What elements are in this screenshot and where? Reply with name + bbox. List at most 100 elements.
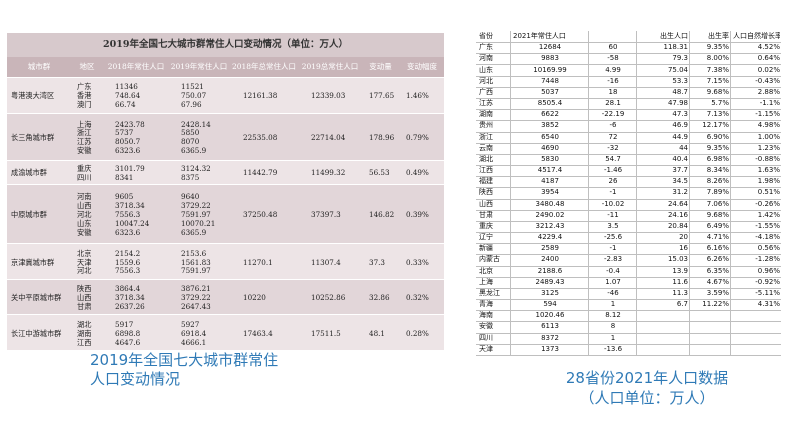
province-cell: 北京: [479, 266, 493, 275]
pop-2018: 1559.6: [115, 257, 141, 267]
cluster-name: 成渝城市群: [11, 168, 47, 178]
change-value: 178.96: [369, 132, 395, 142]
value-cell: 0.96%: [757, 266, 780, 275]
right-caption-line2: （人口单位：万人）: [579, 389, 715, 407]
value-cell: 11.22%: [702, 300, 729, 309]
value-cell: 6.16%: [706, 244, 729, 253]
province-cell: 天津: [479, 344, 493, 353]
value-cell: 13.9: [672, 266, 688, 275]
pop-2019: 11521: [181, 82, 204, 92]
table-row: 湖北 5830 54.7 40.4 6.98% -0.88%: [476, 154, 781, 167]
province-cell: 内蒙古: [479, 255, 500, 264]
pop-2018: 6323.6: [115, 146, 141, 156]
value-cell: 9.35%: [706, 43, 729, 52]
province-cell: 山东: [479, 65, 493, 74]
value-cell: -0.43%: [755, 76, 780, 85]
value-cell: 24.64: [667, 199, 688, 208]
value-cell: 1: [610, 300, 616, 309]
pop-2018: 4647.6: [115, 337, 141, 347]
value-cell: -1.46: [603, 166, 623, 175]
value-cell: 出生率: [708, 32, 729, 40]
table-row: 河南 9883 -58 79.3 8.00% 0.64%: [476, 53, 781, 66]
value-cell: 53.3: [672, 76, 688, 85]
region-name: 浙江: [77, 128, 92, 138]
value-cell: 1.98%: [757, 177, 780, 186]
pop-2018: 748.64: [115, 91, 141, 101]
value-cell: 12.17%: [702, 121, 729, 130]
value-cell: [733, 321, 780, 332]
table-row: 辽宁 4229.4 -25.6 20 4.71% -4.18%: [476, 232, 781, 245]
pop-2018: 6323.6: [115, 227, 141, 237]
province-cell: 四川: [479, 333, 493, 342]
region-name: 北京: [77, 248, 92, 258]
value-cell: 7448: [541, 76, 559, 85]
province-cell: 甘肃: [479, 210, 493, 219]
value-cell: 2589: [541, 244, 559, 253]
value-cell: 4.67%: [706, 277, 729, 286]
column-divider: [730, 31, 731, 355]
value-cell: 47.3: [672, 110, 688, 119]
table-row: 新疆 2589 -1 16 6.16% 0.56%: [476, 243, 781, 256]
value-cell: 37.7: [672, 166, 688, 175]
value-cell: -0.4: [606, 266, 620, 275]
region-name: 重庆: [77, 164, 92, 174]
table-row: 云南 4690 -32 44 9.35% 1.23%: [476, 143, 781, 155]
header-cell: 城市群: [27, 62, 51, 71]
region-name: 河北: [77, 210, 92, 220]
region-name: 陕西: [77, 284, 92, 294]
value-cell: [639, 310, 688, 321]
rate-value: 0.28%: [406, 328, 429, 338]
value-cell: -1.1%: [759, 99, 780, 108]
pop-2018: 3101.79: [115, 164, 145, 174]
pop-2019: 5850: [181, 128, 200, 138]
value-cell: 16: [679, 244, 688, 253]
rate-value: 0.49%: [406, 168, 429, 178]
value-cell: -11: [607, 210, 619, 219]
pop-2019: 5927: [181, 319, 200, 329]
rate-value: 0.39%: [406, 210, 429, 220]
change-value: 177.65: [369, 91, 395, 101]
value-cell: 4.52%: [757, 43, 780, 52]
value-cell: 2188.6: [537, 266, 563, 275]
pop-2018: 66.74: [115, 100, 136, 110]
value-cell: 1: [610, 333, 616, 342]
pop-2018: 9605: [115, 192, 134, 202]
total2019-value: 22714.04: [311, 132, 346, 142]
value-cell: 8505.4: [537, 99, 563, 108]
value-cell: 9.68%: [706, 87, 729, 96]
province-cell: 海南: [479, 311, 493, 320]
value-cell: [733, 344, 780, 355]
pop-2019: 7591.97: [181, 266, 211, 276]
value-cell: 7.89%: [706, 188, 729, 197]
value-cell: 8.00%: [706, 54, 729, 63]
region-name: 天津: [77, 257, 92, 267]
table-row: 江西 4517.4 -1.46 37.7 8.34% 1.63%: [476, 165, 781, 178]
change-value: 146.82: [369, 210, 395, 220]
value-cell: 2021年常住人口: [513, 32, 566, 40]
value-cell: 3212.43: [535, 221, 565, 230]
value-cell: 8.12: [605, 311, 621, 320]
cluster-name: 中原城市群: [11, 210, 47, 220]
right-caption: 28省份2021年人口数据 （人口单位：万人）: [527, 368, 767, 408]
value-cell: 出生人口: [660, 32, 688, 40]
pop-2019: 6365.9: [181, 146, 207, 156]
pop-2019: 8375: [181, 172, 200, 182]
pop-2018: 2154.2: [115, 248, 141, 258]
value-cell: -22.19: [601, 110, 625, 119]
province-cell: 黑龙江: [479, 288, 500, 297]
value-cell: 1020.46: [535, 311, 565, 320]
total2019-value: 12339.03: [311, 91, 346, 101]
rate-value: 1.46%: [406, 91, 429, 101]
value-cell: 4.71%: [706, 233, 729, 242]
value-cell: 6622: [541, 110, 559, 119]
region-name: 山西: [77, 201, 92, 211]
total2019-value: 17511.5: [311, 328, 341, 338]
region-name: 湖北: [77, 319, 92, 329]
column-divider: [636, 31, 637, 355]
value-cell: 72: [608, 132, 618, 141]
column-divider: [689, 31, 690, 355]
region-name: 湖南: [77, 328, 92, 338]
total2019-value: 10252.86: [311, 293, 346, 303]
value-cell: [639, 333, 688, 344]
value-cell: 11.3: [672, 288, 688, 297]
